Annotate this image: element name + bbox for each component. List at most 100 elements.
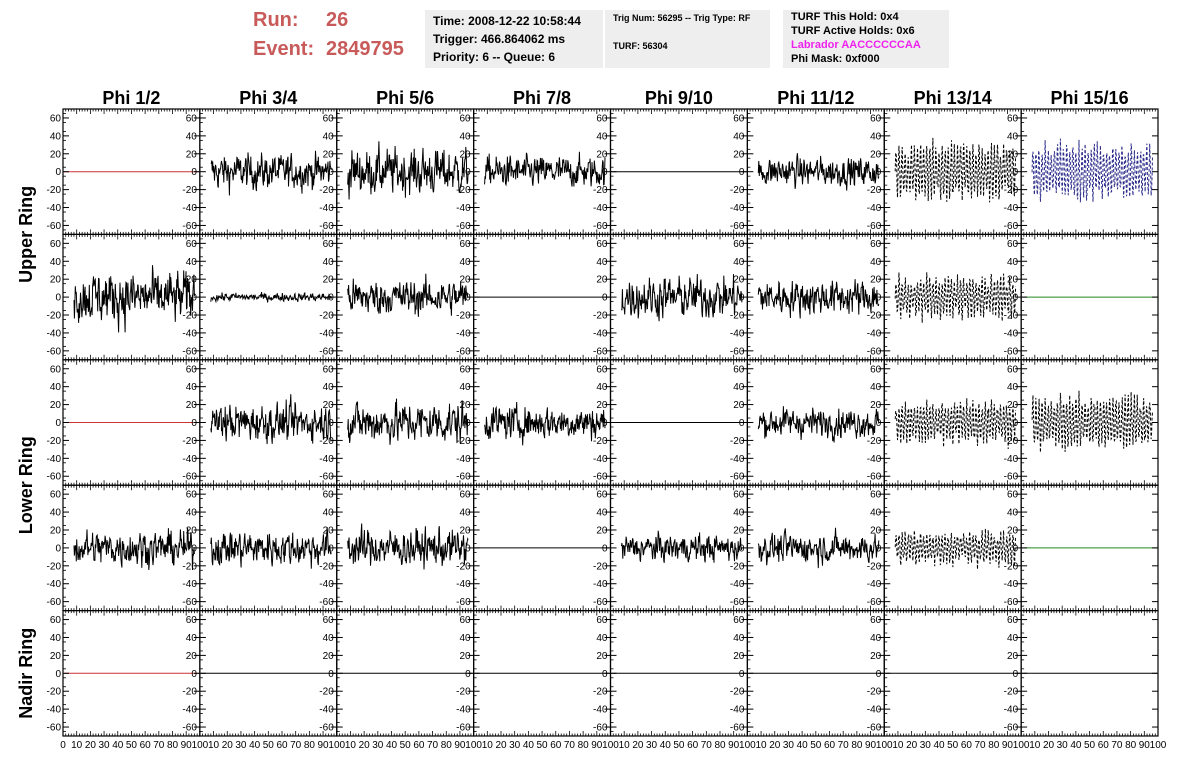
column-title-3: Phi 5/6 <box>376 88 434 108</box>
ytick-label: 20 <box>50 525 62 536</box>
ytick-label: -60 <box>456 597 471 608</box>
ytick-label: 0 <box>1013 293 1019 304</box>
ytick-label: -20 <box>182 436 197 447</box>
ytick-label: 40 <box>186 633 198 644</box>
ytick-label: 0 <box>55 293 61 304</box>
waveform-r4-c5 <box>621 530 743 563</box>
ytick-label: 40 <box>733 131 745 142</box>
ytick-label: 60 <box>460 113 472 124</box>
ytick-label: 0 <box>876 418 882 429</box>
ytick-label: -40 <box>319 328 334 339</box>
waveform-r2-c7 <box>894 272 1017 323</box>
ytick-label: -20 <box>182 311 197 322</box>
ytick-label: 40 <box>460 633 472 644</box>
ytick-label: 40 <box>323 257 335 268</box>
ytick-label: 60 <box>733 239 745 250</box>
ytick-label: -40 <box>867 579 882 590</box>
ytick-label: 20 <box>596 400 608 411</box>
ytick-label: 0 <box>465 293 471 304</box>
ytick-label: 40 <box>186 257 198 268</box>
ytick-label: -40 <box>456 705 471 716</box>
ytick-label: -60 <box>1004 597 1019 608</box>
waveform-r2-c1 <box>73 265 195 333</box>
ytick-label: 60 <box>733 490 745 501</box>
trig-num-text: Trig Num: 56295 -- Trig Type: RF <box>613 13 751 23</box>
ytick-label: 40 <box>323 131 335 142</box>
row-title-3: Nadir Ring <box>16 628 36 719</box>
time-text: Time: 2008-12-22 10:58:44 <box>433 14 581 28</box>
ytick-label: 60 <box>1007 239 1019 250</box>
ytick-label: 60 <box>460 239 472 250</box>
ytick-label: 40 <box>186 131 198 142</box>
ytick-label: -20 <box>319 561 334 572</box>
ytick-label: 0 <box>191 543 197 554</box>
ytick-label: 40 <box>733 508 745 519</box>
ytick-label: 20 <box>323 149 335 160</box>
ytick-label: 0 <box>465 167 471 178</box>
ytick-label: 0 <box>465 543 471 554</box>
waveform-r3-c2 <box>210 394 332 445</box>
ytick-label: -60 <box>47 346 62 357</box>
ytick-label: -20 <box>1004 436 1019 447</box>
ytick-label: -20 <box>456 687 471 698</box>
ytick-label: -60 <box>319 472 334 483</box>
ytick-label: 40 <box>870 131 882 142</box>
waveform-r1-c8 <box>1031 138 1153 203</box>
panel-frame-r1-c6 <box>746 108 885 236</box>
waveform-r3-c6 <box>757 406 880 443</box>
ytick-label: 60 <box>870 113 882 124</box>
ytick-label: -60 <box>456 723 471 734</box>
ytick-label: 40 <box>460 382 472 393</box>
ytick-label: -20 <box>319 185 334 196</box>
ytick-label: -60 <box>867 221 882 232</box>
ytick-label: 60 <box>323 113 335 124</box>
ytick-label: -40 <box>182 705 197 716</box>
waveform-r4-c1 <box>73 527 195 571</box>
ytick-label: 60 <box>596 113 608 124</box>
ytick-label: -20 <box>47 311 62 322</box>
ytick-label: -40 <box>47 203 62 214</box>
ytick-label: -60 <box>182 346 197 357</box>
ytick-label: 20 <box>460 149 472 160</box>
ytick-label: 0 <box>876 543 882 554</box>
ytick-label: 40 <box>596 131 608 142</box>
ytick-label: 40 <box>1007 382 1019 393</box>
ytick-label: -60 <box>1004 472 1019 483</box>
ytick-label: -20 <box>456 185 471 196</box>
ytick-label: -40 <box>730 328 745 339</box>
waveform-r4-c3 <box>347 523 469 570</box>
ytick-label: 40 <box>186 382 198 393</box>
ytick-label: -60 <box>319 221 334 232</box>
ytick-label: -60 <box>730 597 745 608</box>
ytick-label: -40 <box>47 705 62 716</box>
ytick-label: -20 <box>319 311 334 322</box>
ytick-label: 0 <box>876 293 882 304</box>
ytick-label: 20 <box>460 275 472 286</box>
ytick-label: 60 <box>870 490 882 501</box>
ytick-label: 40 <box>323 382 335 393</box>
ytick-label: 0 <box>328 418 334 429</box>
ytick-label: 60 <box>460 490 472 501</box>
ytick-label: 60 <box>323 364 335 375</box>
ytick-label: -60 <box>730 346 745 357</box>
ytick-label: -60 <box>319 346 334 357</box>
ytick-label: 20 <box>1007 400 1019 411</box>
ytick-label: -40 <box>182 328 197 339</box>
ytick-label: 20 <box>50 651 62 662</box>
ytick-label: 40 <box>50 257 62 268</box>
ytick-label: 60 <box>323 239 335 250</box>
ytick-label: 40 <box>460 131 472 142</box>
ytick-label: 60 <box>870 239 882 250</box>
ytick-label: -20 <box>47 185 62 196</box>
ytick-label: -20 <box>730 311 745 322</box>
ytick-label: 20 <box>323 275 335 286</box>
ytick-label: 60 <box>50 364 62 375</box>
waveform-r4-c7 <box>894 528 1017 570</box>
ytick-label: -20 <box>593 185 608 196</box>
ytick-label: 40 <box>596 382 608 393</box>
ytick-label: 40 <box>733 257 745 268</box>
ytick-label: 40 <box>870 508 882 519</box>
ytick-label: 60 <box>50 239 62 250</box>
ytick-label: 20 <box>50 149 62 160</box>
ytick-label: -40 <box>47 454 62 465</box>
